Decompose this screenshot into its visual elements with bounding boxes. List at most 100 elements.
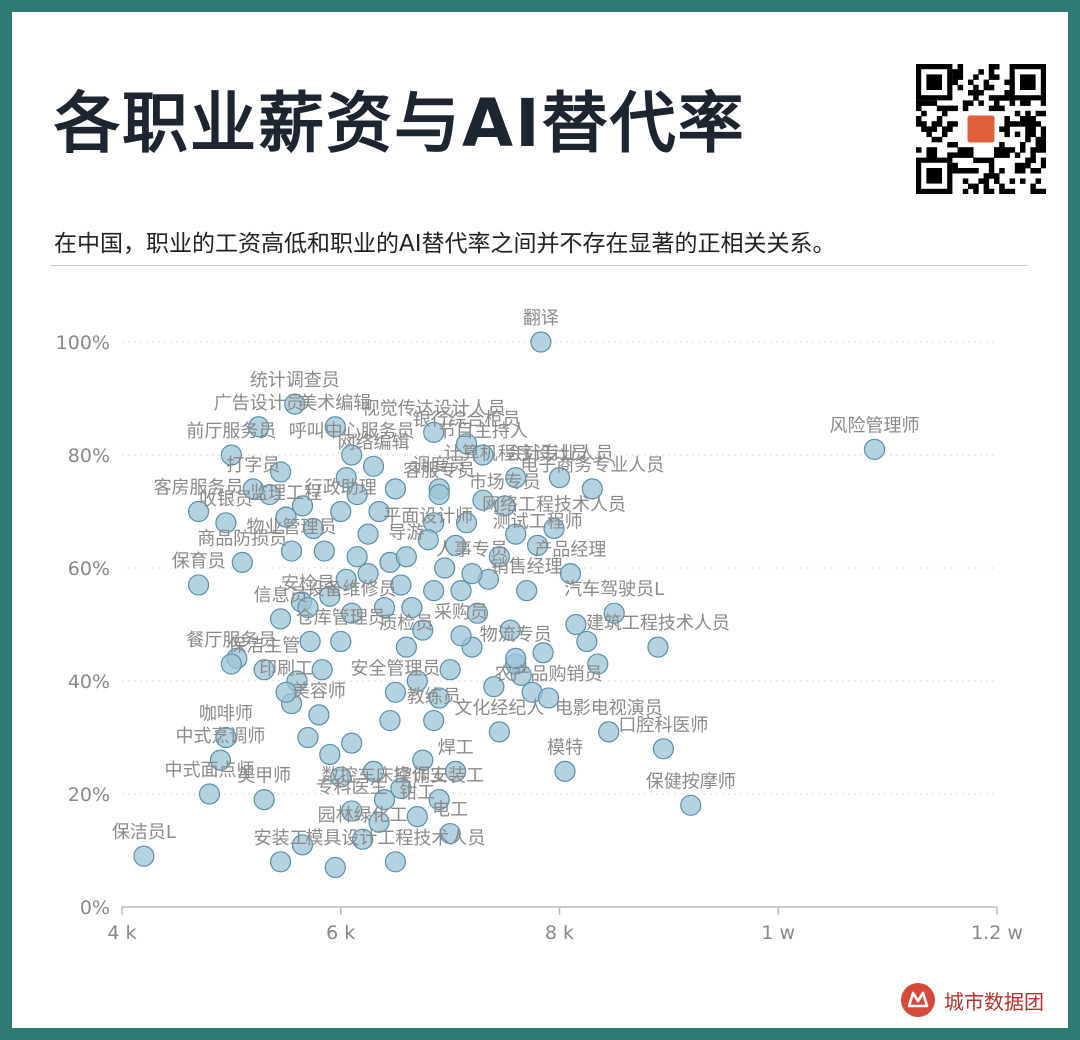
data-point — [362, 760, 385, 783]
data-point — [565, 613, 587, 636]
data-point — [455, 512, 478, 534]
data-point — [319, 585, 341, 607]
data-point-label: 印刷工 — [259, 658, 313, 679]
data-point — [554, 760, 576, 783]
data-point-label: 风险管理师 — [830, 415, 920, 436]
data-point — [434, 557, 456, 579]
data-point-label: 仓库管理员 — [296, 607, 386, 628]
data-point-label: 翻译 — [523, 308, 559, 329]
data-point — [269, 608, 292, 630]
data-point-label: 前厅服务员 — [186, 421, 276, 442]
data-point — [423, 709, 445, 732]
data-point — [368, 811, 390, 833]
data-point — [390, 574, 412, 596]
data-point-label: 农产品购销员 — [495, 664, 603, 685]
data-point — [390, 777, 412, 799]
data-point-label: 监理工程 — [250, 483, 322, 504]
data-point — [863, 438, 886, 460]
data-point — [530, 331, 552, 353]
data-point — [488, 721, 510, 743]
data-point — [532, 642, 554, 664]
data-point — [280, 540, 303, 562]
data-point — [373, 596, 396, 619]
data-point-label: 测试工程师 — [493, 511, 583, 532]
data-point-label: 教练员 — [407, 687, 461, 708]
data-point — [215, 512, 237, 534]
data-point — [198, 783, 221, 805]
data-point-label: 网络编辑 — [338, 432, 410, 453]
x-tick-label: 1 w — [761, 922, 795, 944]
brand-logo-icon — [901, 983, 935, 1017]
data-point — [311, 659, 333, 681]
data-point-label: 视觉传达设计人员 — [362, 398, 506, 419]
data-point — [341, 732, 363, 754]
data-point — [275, 681, 297, 703]
data-point — [284, 393, 306, 415]
data-point — [231, 551, 253, 573]
data-point — [324, 856, 346, 879]
data-point-label: 会计专业人员 — [506, 444, 614, 465]
data-point — [598, 721, 620, 743]
data-point-label: 保育员 — [172, 551, 226, 572]
data-point-label: 物业管理员 — [247, 517, 337, 538]
data-point — [444, 760, 467, 783]
data-point — [483, 676, 505, 698]
y-tick-label: 60% — [68, 558, 110, 580]
data-point — [548, 467, 571, 489]
data-point — [412, 749, 434, 771]
data-point — [428, 789, 450, 811]
data-point — [439, 822, 461, 845]
data-point — [647, 636, 669, 658]
data-point — [472, 489, 494, 511]
data-point — [603, 602, 625, 624]
data-point — [576, 630, 598, 653]
data-point — [406, 805, 428, 828]
data-point — [220, 653, 242, 675]
data-point-label: 美容师 — [292, 681, 346, 702]
data-point-label: 银行综合柜员 — [413, 410, 521, 431]
data-point-label: 专科医生 — [316, 777, 388, 798]
data-point — [505, 467, 527, 489]
y-tick-label: 80% — [68, 445, 110, 467]
data-point — [587, 653, 609, 675]
data-point — [330, 500, 352, 523]
data-point-label: 市场专员 — [469, 472, 541, 493]
data-point — [423, 421, 445, 443]
data-point-label: 电影电视演员 — [555, 698, 663, 719]
data-point — [302, 517, 325, 540]
data-point — [680, 794, 702, 816]
data-point — [499, 619, 521, 641]
data-point — [412, 619, 434, 641]
data-point — [341, 444, 363, 466]
data-point-label: 采购员 — [434, 602, 488, 623]
data-point-label: 钳工 — [399, 783, 435, 804]
data-point — [269, 851, 292, 873]
data-point-label: 保洁主管 — [228, 636, 300, 657]
data-point — [368, 500, 390, 523]
data-point-label: 客房服务员 — [154, 478, 244, 499]
data-point — [187, 574, 210, 596]
page-subtitle: 在中国，职业的工资高低和职业的AI替代率之间并不存在显著的正相关关系。 — [54, 231, 836, 257]
data-point — [516, 579, 538, 602]
data-point-label: 中式烹调师 — [175, 726, 265, 747]
data-point — [362, 455, 385, 477]
data-point-label: 建筑工程技术人员 — [586, 613, 730, 634]
data-point-label: 行政助理 — [305, 478, 377, 499]
data-point — [384, 681, 407, 703]
data-point — [439, 659, 461, 681]
data-point-label: 导游 — [388, 523, 424, 544]
data-point — [275, 506, 297, 528]
data-point-label: 文化经纪人 — [454, 698, 544, 719]
data-point-label: 产品经理 — [534, 540, 606, 561]
data-point — [373, 789, 396, 811]
data-point-label: 汽车驾驶员L — [564, 579, 664, 600]
data-point-label: 咖啡师 — [199, 704, 253, 725]
data-point-label: 客服专员 — [403, 461, 475, 482]
x-tick-label: 1.2 w — [971, 922, 1023, 944]
data-point-label: 园林绿化工 — [318, 805, 408, 826]
data-point — [297, 726, 319, 749]
data-point-label: 保健按摩师 — [646, 771, 736, 792]
data-point-label: 口腔科医师 — [618, 715, 708, 736]
data-point-label: 设备维修员 — [307, 579, 397, 600]
data-point — [352, 828, 374, 850]
